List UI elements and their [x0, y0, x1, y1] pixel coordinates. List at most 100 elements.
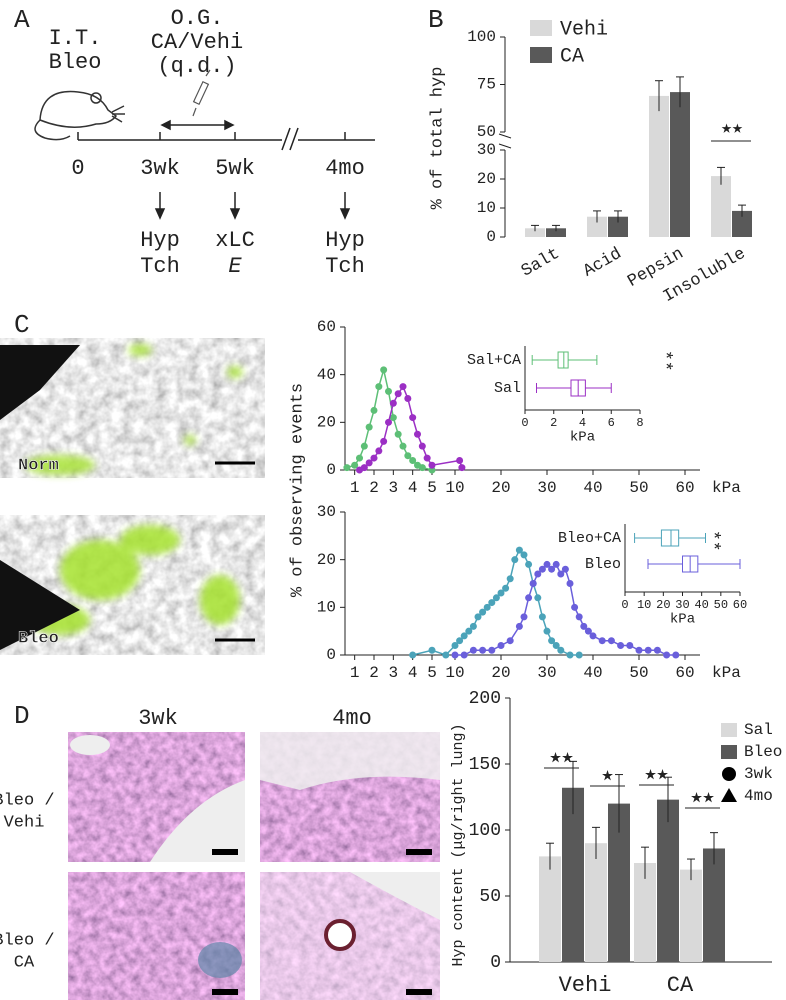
box [660, 529, 680, 547]
column-label: 3wk [138, 706, 178, 731]
data-point [365, 423, 373, 431]
y-tick-label: 0 [486, 228, 496, 246]
y-tick-label: 75 [477, 76, 496, 94]
vessel [324, 919, 356, 951]
schematic-text: CA/Vehi [151, 30, 243, 55]
data-point [529, 580, 537, 587]
histology [68, 732, 440, 1000]
data-point [534, 594, 542, 602]
inset-tick-label: 4 [579, 416, 586, 430]
legend-swatch [530, 20, 552, 36]
data-point [399, 442, 407, 450]
y-tick-label: 50 [479, 887, 501, 907]
data-point [380, 437, 388, 445]
data-point [423, 454, 431, 462]
x-tick-label: 60 [675, 664, 694, 682]
data-point [561, 565, 569, 573]
bar [732, 210, 752, 237]
annotation: ★★ [690, 786, 714, 809]
data-point [469, 646, 477, 654]
data-point [506, 575, 514, 583]
bar [703, 848, 725, 962]
data-point [525, 594, 533, 602]
y-tick-label: 0 [326, 646, 336, 664]
data-point [644, 646, 652, 654]
x-tick-label: 50 [629, 664, 648, 682]
data-point [409, 651, 417, 659]
data-point [474, 613, 482, 621]
legend-marker [721, 788, 737, 802]
data-point [451, 641, 459, 649]
data-point [520, 613, 528, 621]
data-point [442, 651, 450, 659]
data-point [360, 442, 368, 450]
data-point [511, 556, 519, 564]
data-point [566, 651, 574, 659]
data-point [414, 430, 421, 438]
y-tick-label: 100 [467, 28, 496, 46]
bar [680, 869, 702, 962]
inset-tick-label: 50 [714, 598, 728, 612]
inset-tick-label: 10 [637, 598, 651, 612]
bar [539, 856, 561, 962]
x-tick-label: 20 [491, 664, 510, 682]
y-tick-label: 0 [490, 953, 501, 973]
row-label: Bleo / [0, 931, 55, 950]
legend-label: 4mo [744, 787, 773, 805]
bar [649, 95, 669, 238]
data-point [515, 622, 523, 630]
image-label: Norm [18, 456, 59, 475]
airspace [70, 735, 110, 755]
bar [670, 92, 690, 237]
inset-tick-label: 40 [694, 598, 708, 612]
x-tick-label: 10 [445, 479, 464, 497]
legend-label: Sal [744, 721, 773, 739]
data-point [389, 399, 397, 407]
data-point [663, 651, 671, 659]
inset-tick-label: 8 [636, 416, 643, 430]
y-tick-label: 0 [326, 461, 336, 479]
inset-axis-label: kPa [570, 430, 595, 446]
box [557, 351, 569, 369]
y-tick-label: 20 [317, 414, 336, 432]
data-point [607, 637, 615, 645]
legend-marker [722, 767, 736, 781]
bar [634, 863, 656, 962]
readout: Tch [325, 254, 365, 279]
data-point [418, 464, 426, 472]
schematic-text: (q.d.) [157, 54, 236, 79]
y-tick-label: 40 [317, 366, 336, 384]
timepoint: 3wk [140, 156, 180, 181]
annotation: ★★ [721, 119, 743, 139]
data-point [370, 454, 378, 462]
data-point [525, 560, 533, 568]
legend-label: 3wk [744, 765, 773, 783]
data-point [557, 570, 565, 578]
row-label: CA [14, 953, 35, 972]
x-tick-label: Salt [518, 245, 563, 282]
y-tick-label: 50 [477, 123, 496, 141]
data-point [538, 613, 546, 621]
x-tick-label: 60 [675, 479, 694, 497]
y-axis-label: % of observing events [288, 383, 307, 597]
row-label: Bleo / [0, 791, 55, 810]
timeline [77, 119, 375, 220]
bar [562, 787, 584, 962]
box-label: Sal [494, 380, 521, 397]
data-point [672, 651, 680, 659]
airspace [260, 732, 440, 790]
airspace [150, 780, 245, 862]
data-point [548, 637, 556, 645]
annotation: ★ [601, 764, 613, 787]
legend-label: CA [560, 45, 584, 68]
schematic-text: Bleo [49, 50, 102, 75]
data-point [492, 594, 500, 602]
data-point [428, 646, 436, 654]
legend-swatch [530, 47, 552, 63]
y-axis-label: Hyp content (μg/right lung) [450, 723, 467, 966]
bar [525, 228, 545, 237]
x-tick-label: 5 [427, 479, 437, 497]
panel-label: B [428, 5, 444, 35]
